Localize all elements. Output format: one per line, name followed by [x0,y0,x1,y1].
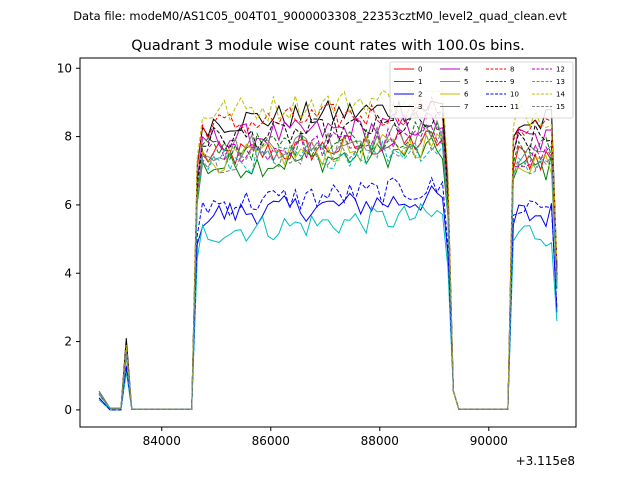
data-file-suptitle: Data file: modeM0/AS1C05_004T01_90000033… [73,9,567,23]
x-tick-label: 90000 [470,434,508,448]
series-line-8 [98,95,558,410]
legend-label-11: 11 [510,103,519,111]
y-tick-label: 10 [57,61,72,75]
legend-label-2: 2 [418,91,422,99]
x-tick-label: 88000 [361,434,399,448]
x-tick-label: 86000 [252,434,290,448]
legend-label-10: 10 [510,91,519,99]
plot-lines [98,87,558,411]
y-tick-label: 4 [64,266,72,280]
legend-label-9: 9 [510,78,514,86]
x-tick-label: 84000 [143,434,181,448]
legend-box [389,61,574,119]
legend-label-13: 13 [556,78,565,86]
legend-label-8: 8 [510,66,514,74]
y-tick-label: 0 [64,403,72,417]
legend-label-3: 3 [418,103,422,111]
series-line-15 [98,128,558,410]
legend-label-15: 15 [556,103,565,111]
y-axis-ticks: 0 2 4 6 8 10 [57,61,80,417]
legend-label-7: 7 [464,103,468,111]
y-tick-label: 2 [64,335,72,349]
legend-label-14: 14 [556,91,565,99]
y-tick-label: 8 [64,130,72,144]
axes-frame [79,57,577,428]
legend-label-4: 4 [464,66,469,74]
legend-label-0: 0 [418,66,422,74]
legend-label-5: 5 [464,78,468,86]
legend-label-6: 6 [464,91,469,99]
y-tick-label: 6 [64,198,72,212]
legend-label-12: 12 [556,66,565,74]
x-offset-label: +3.115e8 [516,454,575,468]
legend-label-1: 1 [418,78,422,86]
x-axis-ticks: 84000 86000 88000 90000 [143,427,508,448]
chart-title: Quadrant 3 module wise count rates with … [131,38,525,54]
